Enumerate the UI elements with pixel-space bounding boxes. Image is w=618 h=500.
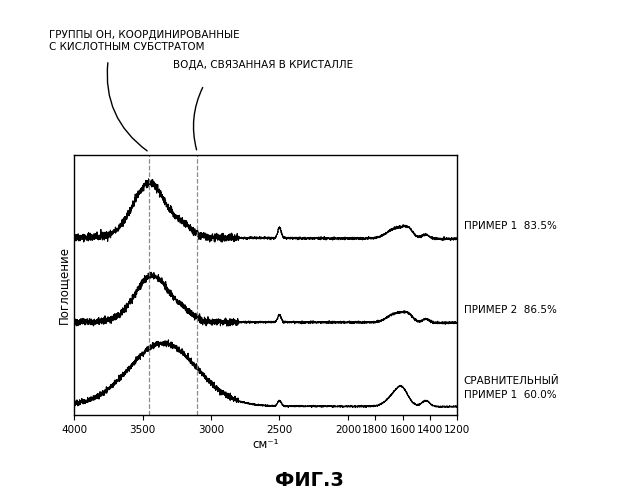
Text: СРАВНИТЕЛЬНЫЙ
ПРИМЕР 1  60.0%: СРАВНИТЕЛЬНЫЙ ПРИМЕР 1 60.0%	[464, 376, 559, 400]
Text: ВОДА, СВЯЗАННАЯ В КРИСТАЛЛЕ: ВОДА, СВЯЗАННАЯ В КРИСТАЛЛЕ	[173, 60, 353, 70]
Text: ПРИМЕР 1  83.5%: ПРИМЕР 1 83.5%	[464, 222, 556, 232]
Text: ФИГ.3: ФИГ.3	[274, 470, 344, 490]
Y-axis label: Поглощение: Поглощение	[57, 246, 70, 324]
Text: ГРУППЫ ОН, КООРДИНИРОВАННЫЕ
С КИСЛОТНЫМ СУБСТРАТОМ: ГРУППЫ ОН, КООРДИНИРОВАННЫЕ С КИСЛОТНЫМ …	[49, 30, 240, 52]
Text: ПРИМЕР 2  86.5%: ПРИМЕР 2 86.5%	[464, 305, 556, 315]
X-axis label: см⁻¹: см⁻¹	[253, 438, 279, 450]
